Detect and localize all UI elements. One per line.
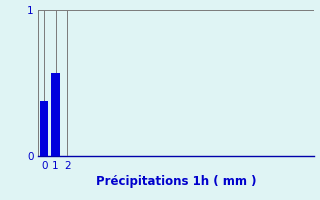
X-axis label: Précipitations 1h ( mm ): Précipitations 1h ( mm ) — [96, 175, 256, 188]
Bar — [40, 101, 48, 156]
Bar — [51, 73, 60, 156]
